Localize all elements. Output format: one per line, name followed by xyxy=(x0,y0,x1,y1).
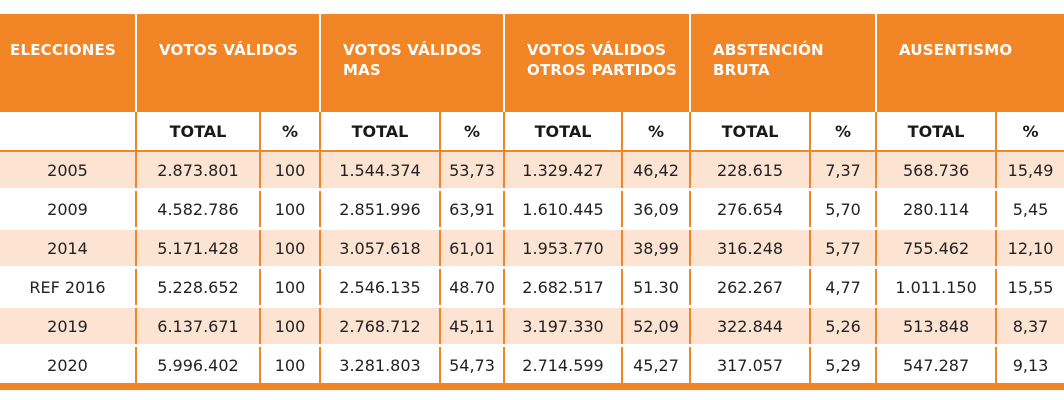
ausentismo-total-cell: 755.462 xyxy=(876,228,998,269)
votos-validos-pct-cell: 100 xyxy=(260,267,321,308)
table-row: 2020 5.996.402 100 3.281.803 54,73 2.714.599 4… xyxy=(0,345,1064,390)
abstencion-total-cell: 262.267 xyxy=(690,267,812,308)
otros-total-cell: 3.197.330 xyxy=(504,306,624,347)
sub-header-empty xyxy=(0,112,137,152)
header-votos-validos-otros: VOTOS VÁLIDOS OTROS PARTIDOS xyxy=(504,14,692,112)
abstencion-pct-cell: 5,77 xyxy=(810,228,878,269)
votos-validos-pct-cell: 100 xyxy=(260,345,321,390)
election-year-cell: 2014 xyxy=(0,228,137,269)
mas-pct-cell: 53,73 xyxy=(440,151,506,191)
abstencion-pct-cell: 5,29 xyxy=(810,345,878,390)
abstencion-pct-cell: 7,37 xyxy=(810,151,878,191)
ausentismo-total-cell: 280.114 xyxy=(876,189,998,230)
otros-pct-cell: 45,27 xyxy=(622,345,692,390)
votos-validos-pct-cell: 100 xyxy=(260,189,321,230)
mas-total-cell: 2.768.712 xyxy=(320,306,441,347)
sub-header-pct: % xyxy=(622,112,692,152)
votos-validos-total-cell: 6.137.671 xyxy=(136,306,261,347)
ausentismo-pct-cell: 9,13 xyxy=(996,345,1064,390)
otros-pct-cell: 36,09 xyxy=(622,189,692,230)
election-results-table: ELECCIONES VOTOS VÁLIDOS VOTOS VÁLIDOS M… xyxy=(0,14,1064,390)
ausentismo-total-cell: 547.287 xyxy=(876,345,998,390)
header-elecciones: ELECCIONES xyxy=(0,14,137,112)
ausentismo-pct-cell: 15,49 xyxy=(996,151,1064,191)
otros-pct-cell: 51.30 xyxy=(622,267,692,308)
sub-header-row: TOTAL % TOTAL % TOTAL % TOTAL % TOTAL % xyxy=(0,112,1064,152)
mas-pct-cell: 48.70 xyxy=(440,267,506,308)
election-year-cell: REF 2016 xyxy=(0,267,137,308)
header-votos-validos-mas: VOTOS VÁLIDOS MAS xyxy=(320,14,506,112)
table-row: REF 2016 5.228.652 100 2.546.135 48.70 2.682.… xyxy=(0,267,1064,308)
sub-header-total: TOTAL xyxy=(504,112,624,152)
otros-pct-cell: 46,42 xyxy=(622,151,692,191)
sub-header-total: TOTAL xyxy=(320,112,441,152)
sub-header-pct: % xyxy=(440,112,506,152)
otros-total-cell: 1.329.427 xyxy=(504,151,624,191)
sub-header-pct: % xyxy=(810,112,878,152)
table-row: 2019 6.137.671 100 2.768.712 45,11 3.197.330 5… xyxy=(0,306,1064,347)
mas-total-cell: 1.544.374 xyxy=(320,151,441,191)
mas-pct-cell: 63,91 xyxy=(440,189,506,230)
sub-header-pct: % xyxy=(260,112,321,152)
table-body: 2005 2.873.801 100 1.544.374 53,73 1.329.427 4… xyxy=(0,151,1064,390)
header-ausentismo: AUSENTISMO xyxy=(876,14,1064,112)
abstencion-pct-cell: 5,26 xyxy=(810,306,878,347)
ausentismo-pct-cell: 5,45 xyxy=(996,189,1064,230)
abstencion-total-cell: 316.248 xyxy=(690,228,812,269)
table-row: 2005 2.873.801 100 1.544.374 53,73 1.329.427 4… xyxy=(0,151,1064,191)
abstencion-total-cell: 322.844 xyxy=(690,306,812,347)
abstencion-total-cell: 317.057 xyxy=(690,345,812,390)
votos-validos-total-cell: 5.996.402 xyxy=(136,345,261,390)
mas-pct-cell: 54,73 xyxy=(440,345,506,390)
otros-pct-cell: 38,99 xyxy=(622,228,692,269)
votos-validos-pct-cell: 100 xyxy=(260,151,321,191)
votos-validos-pct-cell: 100 xyxy=(260,306,321,347)
abstencion-total-cell: 276.654 xyxy=(690,189,812,230)
mas-total-cell: 3.057.618 xyxy=(320,228,441,269)
table-row: 2009 4.582.786 100 2.851.996 63,91 1.610.445 3… xyxy=(0,189,1064,230)
votos-validos-total-cell: 5.171.428 xyxy=(136,228,261,269)
election-year-cell: 2009 xyxy=(0,189,137,230)
otros-total-cell: 1.610.445 xyxy=(504,189,624,230)
sub-header-total: TOTAL xyxy=(136,112,261,152)
abstencion-total-cell: 228.615 xyxy=(690,151,812,191)
mas-pct-cell: 61,01 xyxy=(440,228,506,269)
ausentismo-pct-cell: 8,37 xyxy=(996,306,1064,347)
ausentismo-total-cell: 513.848 xyxy=(876,306,998,347)
votos-validos-total-cell: 2.873.801 xyxy=(136,151,261,191)
header-abstencion-bruta: ABSTENCIÓN BRUTA xyxy=(690,14,878,112)
table-row: 2014 5.171.428 100 3.057.618 61,01 1.953.770 3… xyxy=(0,228,1064,269)
group-header-row: ELECCIONES VOTOS VÁLIDOS VOTOS VÁLIDOS M… xyxy=(0,14,1064,112)
votos-validos-total-cell: 5.228.652 xyxy=(136,267,261,308)
ausentismo-pct-cell: 12,10 xyxy=(996,228,1064,269)
election-year-cell: 2005 xyxy=(0,151,137,191)
sub-header-total: TOTAL xyxy=(876,112,998,152)
ausentismo-total-cell: 568.736 xyxy=(876,151,998,191)
votos-validos-pct-cell: 100 xyxy=(260,228,321,269)
ausentismo-pct-cell: 15,55 xyxy=(996,267,1064,308)
votos-validos-total-cell: 4.582.786 xyxy=(136,189,261,230)
mas-total-cell: 2.851.996 xyxy=(320,189,441,230)
sub-header-total: TOTAL xyxy=(690,112,812,152)
otros-total-cell: 2.682.517 xyxy=(504,267,624,308)
sub-header-pct: % xyxy=(996,112,1064,152)
mas-total-cell: 2.546.135 xyxy=(320,267,441,308)
header-votos-validos: VOTOS VÁLIDOS xyxy=(136,14,321,112)
election-year-cell: 2020 xyxy=(0,345,137,390)
mas-total-cell: 3.281.803 xyxy=(320,345,441,390)
otros-pct-cell: 52,09 xyxy=(622,306,692,347)
ausentismo-total-cell: 1.011.150 xyxy=(876,267,998,308)
otros-total-cell: 1.953.770 xyxy=(504,228,624,269)
abstencion-pct-cell: 5,70 xyxy=(810,189,878,230)
mas-pct-cell: 45,11 xyxy=(440,306,506,347)
election-year-cell: 2019 xyxy=(0,306,137,347)
otros-total-cell: 2.714.599 xyxy=(504,345,624,390)
abstencion-pct-cell: 4,77 xyxy=(810,267,878,308)
